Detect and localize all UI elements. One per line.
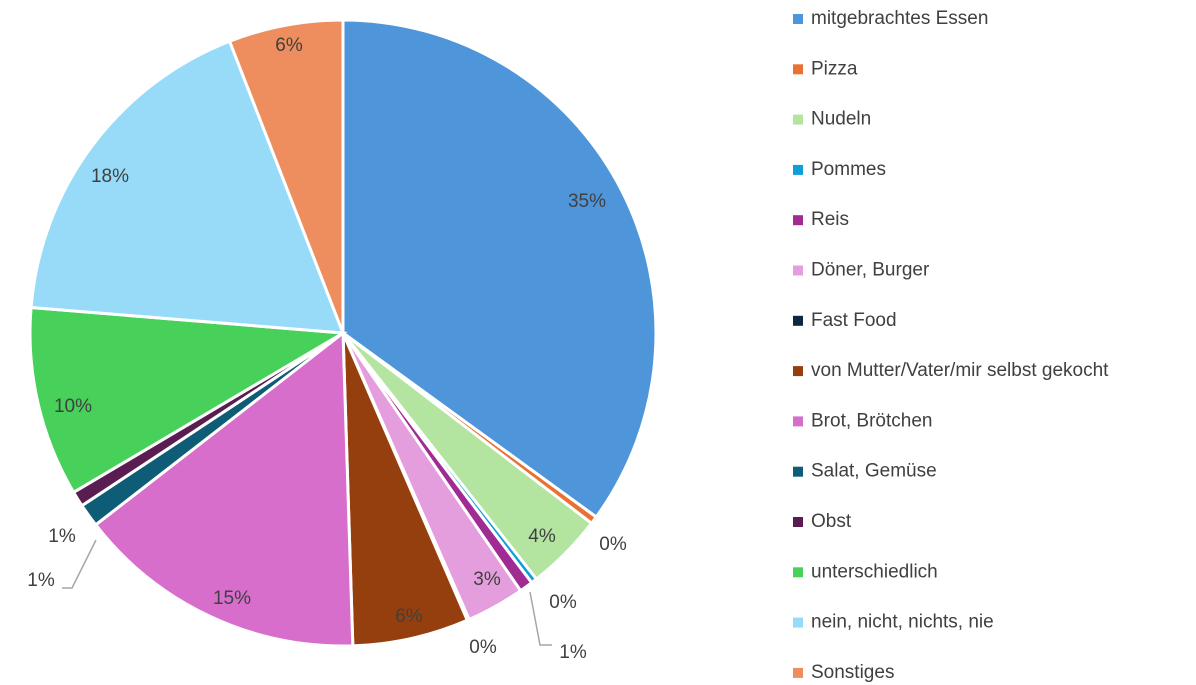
legend-label: Pizza xyxy=(811,58,858,79)
data-label: 4% xyxy=(528,526,556,547)
legend-swatch xyxy=(793,366,803,377)
legend-swatch xyxy=(793,215,803,226)
legend-label: Fast Food xyxy=(811,310,897,331)
data-label: 1% xyxy=(27,570,55,591)
legend-label: Salat, Gemüse xyxy=(811,461,937,482)
data-label: 10% xyxy=(54,396,92,417)
legend-swatch xyxy=(793,567,803,578)
legend: mitgebrachtes Essen Pizza Nudeln Pommes Reis… xyxy=(793,8,1109,683)
data-label: 1% xyxy=(48,526,76,547)
legend-label: mitgebrachtes Essen xyxy=(811,8,988,29)
leader-line xyxy=(529,591,552,646)
data-label: 1% xyxy=(559,642,587,663)
legend-label: Obst xyxy=(811,511,852,532)
legend-label: von Mutter/Vater/mir selbst gekocht xyxy=(811,360,1109,381)
data-label: 15% xyxy=(213,588,251,609)
data-label: 3% xyxy=(473,569,501,590)
leader-line xyxy=(62,539,97,589)
data-labels: 35% 0% 4% 0% 1% 3% 0% 6% 15% 1% 1% 10% 18% 6% xyxy=(27,35,627,663)
legend-label: Nudeln xyxy=(811,109,871,130)
data-label: 18% xyxy=(91,166,129,187)
legend-swatch xyxy=(793,466,803,477)
pie-slice xyxy=(341,18,658,520)
legend-swatch xyxy=(793,517,803,527)
legend-label: Reis xyxy=(811,209,849,230)
data-label: 0% xyxy=(469,637,497,658)
legend-label: Brot, Brötchen xyxy=(811,410,932,431)
legend-label: unterschiedlich xyxy=(811,561,938,582)
pie-slice xyxy=(341,332,470,648)
legend-label: nein, nicht, nichts, nie xyxy=(811,612,994,633)
data-label: 0% xyxy=(549,592,577,613)
pie-slice xyxy=(227,18,345,334)
legend-swatch xyxy=(793,617,803,628)
pie-slice xyxy=(93,330,355,648)
legend-label: Döner, Burger xyxy=(811,260,930,281)
legend-swatch xyxy=(793,315,803,326)
pie-slice xyxy=(28,305,348,495)
legend-swatch xyxy=(793,164,803,175)
data-label: 6% xyxy=(275,35,303,56)
data-label: 35% xyxy=(568,191,606,212)
legend-label: Sonstiges xyxy=(811,662,894,683)
legend-swatch xyxy=(793,416,803,427)
legend-label: Pommes xyxy=(811,159,886,180)
legend-swatch xyxy=(793,114,803,125)
data-label: 6% xyxy=(395,606,423,627)
legend-swatch xyxy=(793,64,803,75)
data-label: 0% xyxy=(599,534,627,555)
legend-swatch xyxy=(793,14,803,24)
pie xyxy=(28,18,658,648)
legend-swatch xyxy=(793,667,803,678)
legend-swatch xyxy=(793,265,803,276)
pie-slice xyxy=(29,39,346,335)
